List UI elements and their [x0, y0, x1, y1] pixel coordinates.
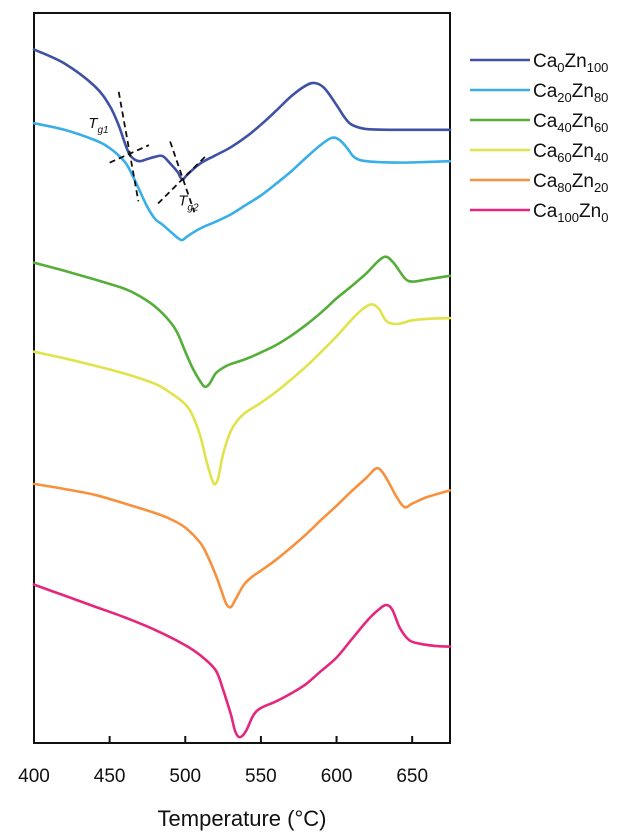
- series-line-ca0zn100: [32, 48, 452, 181]
- x-tick-label-550: 550: [245, 766, 277, 787]
- x-axis-title: Temperature (°C): [158, 806, 327, 831]
- tangent-construction-lines: [109, 91, 208, 213]
- series-line-ca100zn0: [32, 583, 452, 739]
- annotation-tg1: Tg1: [88, 115, 108, 136]
- series-line-ca20zn80: [32, 121, 452, 242]
- x-axis-ticks: 400 450 500 550 600 650: [18, 736, 428, 787]
- legend-item-ca20zn80: Ca20Zn80: [470, 81, 608, 105]
- tangent-line-tg1-2: [117, 91, 140, 202]
- x-tick-label-500: 500: [169, 766, 201, 787]
- legend-item-ca60zn40: Ca60Zn40: [470, 141, 608, 165]
- x-tick-label-450: 450: [94, 766, 126, 787]
- legend-item-ca100zn0: Ca100Zn0: [470, 201, 608, 225]
- x-tick-label-400: 400: [18, 766, 50, 787]
- legend-label-ca60zn40: Ca60Zn40: [533, 141, 608, 165]
- legend-label-ca80zn20: Ca80Zn20: [533, 171, 608, 195]
- tangent-line-tg2-1: [157, 154, 208, 205]
- curves-layer: [32, 48, 452, 739]
- series-line-ca80zn20: [32, 466, 452, 609]
- legend-label-ca20zn80: Ca20Zn80: [533, 81, 608, 105]
- series-line-ca60zn40: [32, 302, 452, 486]
- legend-label-ca0zn100: Ca0Zn100: [533, 51, 608, 75]
- annotation-tg2: Tg2: [178, 192, 199, 213]
- legend-item-ca0zn100: Ca0Zn100: [470, 51, 608, 75]
- legend-label-ca40zn60: Ca40Zn60: [533, 111, 608, 135]
- series-line-ca40zn60: [32, 255, 452, 389]
- x-tick-label-600: 600: [321, 766, 353, 787]
- plot-frame: [33, 12, 451, 744]
- tangent-line-tg2-2: [169, 141, 196, 213]
- legend-label-ca100zn0: Ca100Zn0: [533, 201, 608, 225]
- legend: Ca0Zn100 Ca20Zn80 Ca40Zn60 Ca60Zn40 Ca80Zn20…: [470, 51, 608, 225]
- legend-item-ca80zn20: Ca80Zn20: [470, 171, 608, 195]
- legend-item-ca40zn60: Ca40Zn60: [470, 111, 608, 135]
- x-tick-label-650: 650: [396, 766, 428, 787]
